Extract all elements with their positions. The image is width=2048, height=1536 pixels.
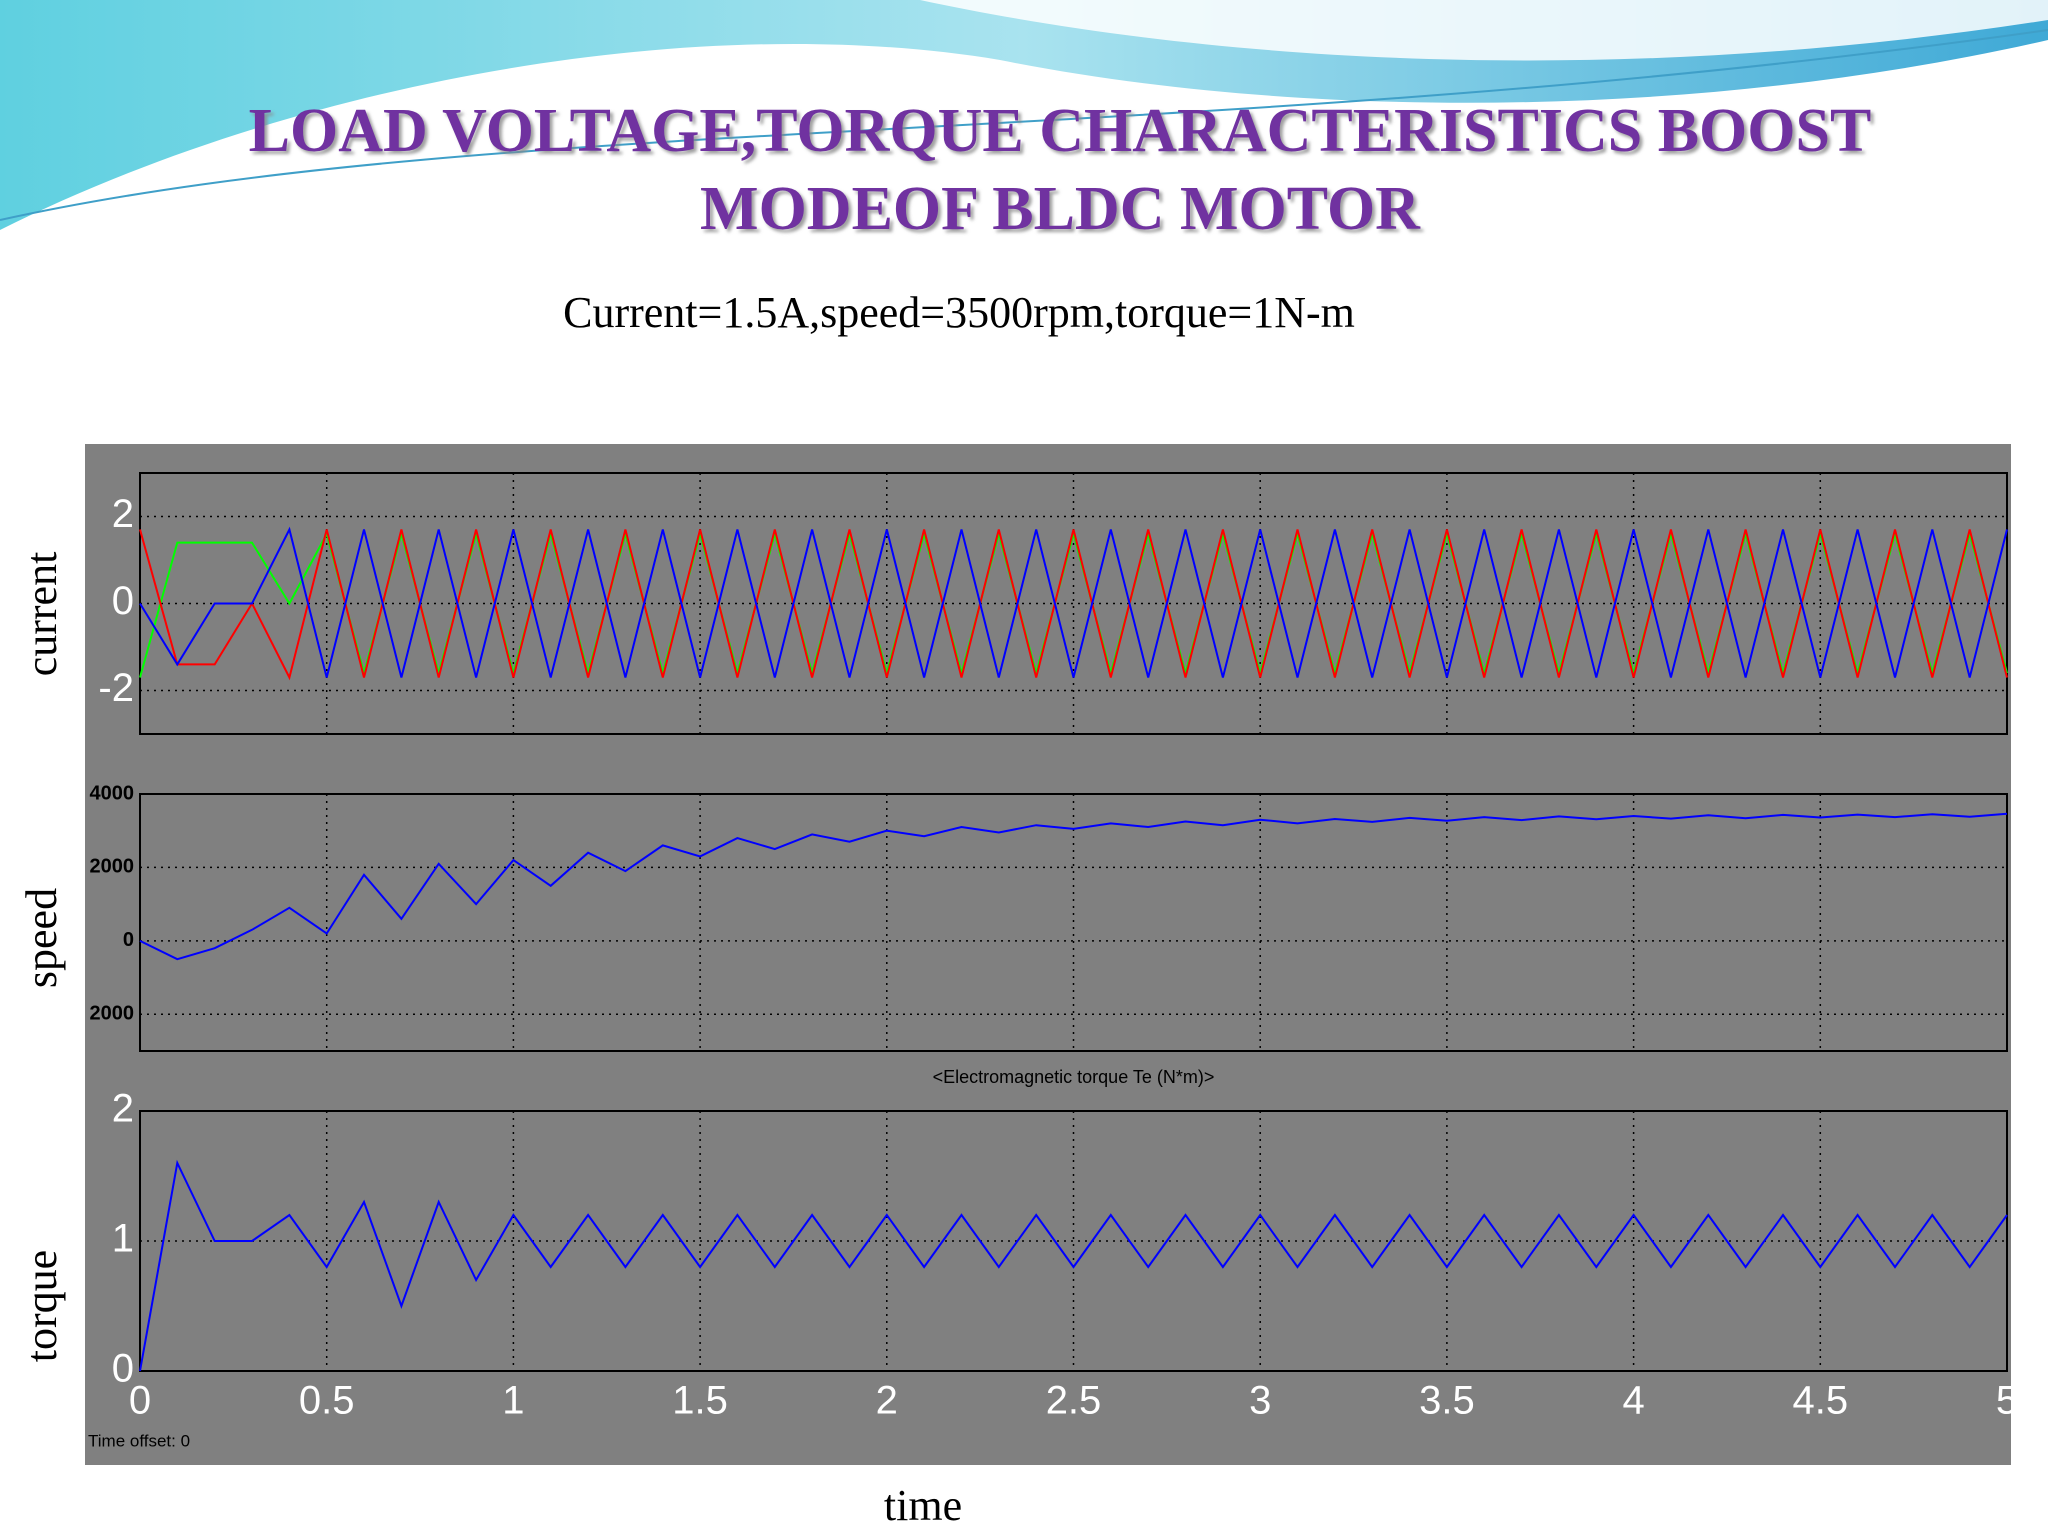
y-tick-label: 2000	[90, 856, 135, 878]
x-tick-label: 3.5	[1419, 1379, 1475, 1423]
x-tick-label: 4	[1622, 1379, 1644, 1423]
subtitle: Current=1.5A,speed=3500rpm,torque=1N-m	[563, 288, 1355, 337]
y-tick-label: 2	[112, 492, 134, 536]
y-axis-label: current	[17, 552, 66, 677]
series-line	[139, 812, 2008, 961]
series-line	[139, 526, 2008, 678]
x-tick-label: 3	[1249, 1379, 1271, 1423]
y-axis-label: speed	[17, 888, 66, 988]
x-tick-label: 2.5	[1046, 1379, 1102, 1423]
title-line: MODEOF BLDC MOTOR	[700, 175, 1421, 243]
x-tick-label: 4.5	[1792, 1379, 1848, 1423]
x-tick-label: 0	[129, 1379, 151, 1423]
y-tick-label: 4000	[90, 782, 135, 804]
x-tick-label: 1.5	[672, 1379, 728, 1423]
y-tick-label: 0	[112, 579, 134, 623]
series-line	[139, 1159, 2008, 1372]
x-tick-label: 2	[876, 1379, 898, 1423]
plot-title: <Electromagnetic torque Te (N*m)>	[933, 1067, 1215, 1087]
y-tick-label: 0	[123, 929, 134, 951]
x-axis-label: time	[884, 1481, 962, 1530]
series-line	[139, 529, 2008, 681]
y-tick-label: 2	[112, 1087, 134, 1131]
header-line	[0, 29, 2048, 221]
annotation: Time offset: 0	[88, 1431, 190, 1450]
title-line: LOAD VOLTAGE,TORQUE CHARACTERISTICS BOOS…	[249, 97, 1872, 165]
y-tick-label: 1	[112, 1217, 134, 1261]
x-tick-label: 1	[502, 1379, 524, 1423]
y-axis-label: torque	[17, 1250, 66, 1362]
x-tick-label: 0.5	[299, 1379, 355, 1423]
y-tick-label: 0	[112, 1347, 134, 1391]
y-tick-label: -2	[98, 666, 134, 710]
y-tick-label: 2000	[90, 1003, 135, 1025]
plots: -2 0 2 current 2000 0 2000 4000 speed 0 0.5 1 1.5 2 2.…	[17, 472, 2018, 1530]
x-tick-label: 5	[1996, 1379, 2018, 1423]
header-highlight	[920, 0, 2048, 61]
